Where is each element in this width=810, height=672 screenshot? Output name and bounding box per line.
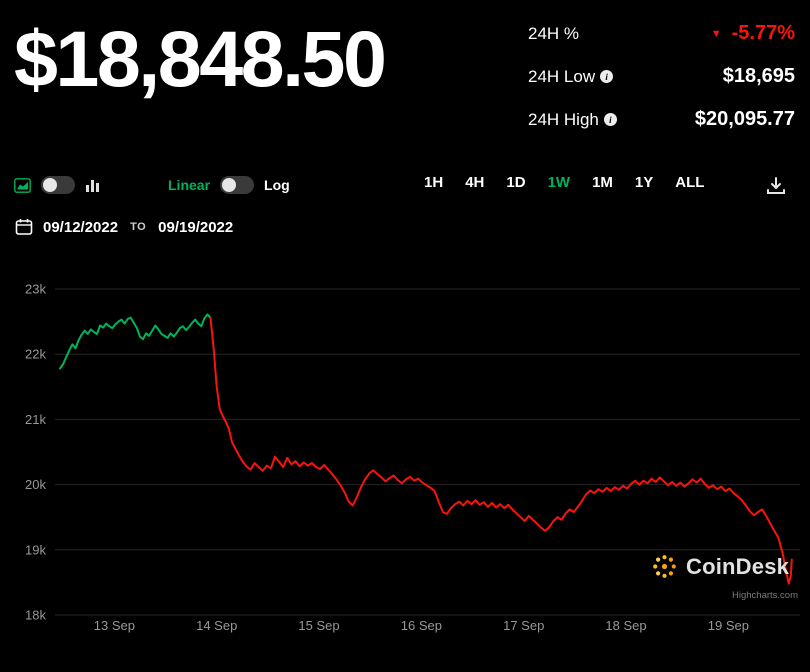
price-line-down xyxy=(209,316,793,585)
toggle-knob xyxy=(222,178,237,192)
date-to[interactable]: 09/19/2022 xyxy=(158,218,234,236)
stat-row-24h-high: 24H High i $20,095.77 xyxy=(528,98,795,141)
timeframe-all[interactable]: ALL xyxy=(675,174,705,191)
download-icon[interactable] xyxy=(766,177,786,195)
y-axis-label: 18k xyxy=(25,608,46,623)
toggle-knob xyxy=(43,178,57,192)
x-axis-label: 18 Sep xyxy=(605,618,646,633)
coindesk-watermark[interactable]: CoinDesk xyxy=(651,553,789,580)
area-chart-icon[interactable] xyxy=(14,177,31,193)
x-axis-label: 13 Sep xyxy=(94,618,135,633)
x-axis-label: 19 Sep xyxy=(708,618,749,633)
x-axis-label: 17 Sep xyxy=(503,618,544,633)
y-axis-label: 21k xyxy=(25,412,46,427)
x-axis-label: 14 Sep xyxy=(196,618,237,633)
stat-value-24h-pct: -5.77% xyxy=(731,22,795,44)
timeframe-1y[interactable]: 1Y xyxy=(634,174,654,191)
chart-type-controls xyxy=(14,176,100,194)
info-icon[interactable]: i xyxy=(600,70,614,83)
stat-value-24h-high: $20,095.77 xyxy=(694,108,795,130)
highcharts-credit[interactable]: Highcharts.com xyxy=(732,590,798,601)
y-axis-label: 22k xyxy=(25,347,46,362)
down-triangle-icon: ▼ xyxy=(710,27,722,40)
scale-toggle[interactable] xyxy=(220,176,255,194)
y-axis-label: 19k xyxy=(25,542,46,557)
x-axis-label: 16 Sep xyxy=(401,618,442,633)
stat-row-24h-pct: 24H % ▼ -5.77% xyxy=(528,12,795,55)
price-line-up xyxy=(59,313,212,370)
date-range: 09/12/2022 TO 09/19/2022 xyxy=(15,218,233,236)
stat-row-24h-low: 24H Low i $18,695 xyxy=(528,55,795,98)
info-icon[interactable]: i xyxy=(603,113,617,126)
timeframe-selector: 1H 4H 1D 1W 1M 1Y ALL xyxy=(424,174,704,191)
scale-controls: Linear Log xyxy=(168,176,290,194)
bar-chart-icon[interactable] xyxy=(85,178,100,193)
y-axis-label: 20k xyxy=(25,477,46,492)
price-chart[interactable]: 18k 19k 20k 21k 22k 23k 13 Sep 14 Sep 15 Sep 16 S… xyxy=(0,268,810,672)
chart-type-toggle[interactable] xyxy=(41,176,75,194)
timeframe-4h[interactable]: 4H xyxy=(465,174,485,191)
stat-label-24h-pct: 24H % xyxy=(528,23,580,43)
timeframe-1d[interactable]: 1D xyxy=(506,174,526,191)
coindesk-logo-text: CoinDesk xyxy=(686,553,790,579)
linear-label[interactable]: Linear xyxy=(168,177,211,193)
y-axis-label: 23k xyxy=(25,282,46,297)
current-price: $18,848.50 xyxy=(14,14,387,103)
coindesk-logo-icon xyxy=(651,553,678,580)
stat-label-24h-low: 24H Low xyxy=(528,66,596,86)
stat-value-24h-low: $18,695 xyxy=(722,65,795,87)
x-axis-label: 15 Sep xyxy=(298,618,339,633)
calendar-icon[interactable] xyxy=(15,218,33,236)
timeframe-1m[interactable]: 1M xyxy=(592,174,613,191)
date-separator: TO xyxy=(130,221,147,233)
log-label[interactable]: Log xyxy=(264,177,290,193)
stats-panel: 24H % ▼ -5.77% 24H Low i $18,695 24H Hig… xyxy=(528,12,795,141)
stat-label-24h-high: 24H High xyxy=(528,109,599,129)
date-from[interactable]: 09/12/2022 xyxy=(43,218,119,236)
timeframe-1w[interactable]: 1W xyxy=(547,174,571,191)
timeframe-1h[interactable]: 1H xyxy=(424,174,444,191)
